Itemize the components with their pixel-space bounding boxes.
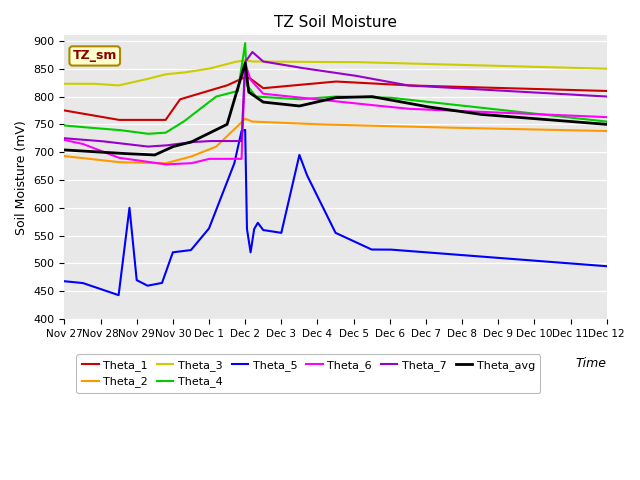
Theta_2 — [603, 128, 611, 134]
Line: Theta_5: Theta_5 — [65, 130, 607, 295]
Line: Theta_avg: Theta_avg — [65, 63, 607, 155]
Line: Theta_4: Theta_4 — [65, 43, 607, 134]
Theta_2 — [241, 116, 249, 121]
Theta_2 — [61, 153, 68, 159]
Line: Theta_1: Theta_1 — [65, 77, 607, 120]
Theta_7 — [359, 74, 367, 80]
Theta_avg — [61, 147, 68, 153]
Theta_3 — [359, 60, 367, 65]
Theta_6 — [491, 109, 499, 115]
Theta_2 — [420, 124, 428, 130]
Theta_5 — [61, 278, 68, 284]
Theta_avg — [151, 152, 159, 158]
Line: Theta_3: Theta_3 — [65, 60, 607, 85]
Theta_avg — [424, 104, 431, 109]
Theta_avg — [241, 60, 249, 66]
Theta_5 — [212, 208, 220, 214]
Theta_1 — [115, 117, 122, 123]
Theta_7 — [61, 135, 68, 141]
Theta_5 — [603, 264, 611, 269]
Theta_3 — [61, 81, 68, 86]
Theta_2 — [317, 121, 325, 127]
Theta_3 — [296, 59, 303, 65]
Theta_3 — [508, 63, 515, 69]
Theta_6 — [595, 114, 602, 120]
Theta_1 — [420, 83, 428, 89]
Theta_4 — [61, 122, 68, 128]
Theta_3 — [595, 66, 602, 72]
Theta_3 — [241, 58, 249, 63]
Theta_3 — [115, 83, 122, 88]
Theta_2 — [87, 156, 95, 162]
Theta_avg — [464, 110, 472, 116]
Title: TZ Soil Moisture: TZ Soil Moisture — [274, 15, 397, 30]
Text: TZ_sm: TZ_sm — [72, 49, 117, 62]
Theta_3 — [603, 66, 611, 72]
Theta_3 — [328, 59, 335, 65]
Theta_7 — [491, 87, 499, 93]
Theta_2 — [162, 160, 170, 166]
Theta_4 — [430, 100, 438, 106]
Theta_avg — [536, 116, 543, 122]
Theta_avg — [168, 144, 175, 150]
Theta_4 — [324, 94, 332, 100]
Theta_5 — [241, 127, 249, 133]
Text: Time: Time — [576, 358, 607, 371]
Theta_7 — [144, 144, 152, 149]
Theta_4 — [200, 104, 207, 109]
Theta_7 — [296, 65, 304, 71]
Theta_6 — [241, 60, 249, 66]
Theta_6 — [359, 101, 367, 107]
Theta_4 — [241, 40, 249, 46]
Theta_1 — [87, 112, 95, 118]
Theta_5 — [239, 128, 246, 133]
Theta_1 — [603, 88, 611, 94]
Theta_5 — [538, 258, 545, 264]
Theta_4 — [603, 119, 611, 124]
Theta_6 — [61, 137, 68, 143]
Theta_5 — [106, 289, 114, 295]
Theta_6 — [162, 162, 170, 168]
Line: Theta_6: Theta_6 — [65, 63, 607, 165]
Y-axis label: Soil Moisture (mV): Soil Moisture (mV) — [15, 120, 28, 235]
Theta_1 — [419, 83, 427, 89]
Theta_1 — [123, 117, 131, 123]
Theta_1 — [508, 85, 515, 91]
Theta_avg — [603, 121, 611, 127]
Theta_5 — [115, 292, 122, 298]
Theta_3 — [490, 63, 498, 69]
Theta_1 — [61, 108, 68, 113]
Theta_7 — [328, 70, 336, 75]
Legend: Theta_1, Theta_2, Theta_3, Theta_4, Theta_5, Theta_6, Theta_7, Theta_avg: Theta_1, Theta_2, Theta_3, Theta_4, Thet… — [76, 354, 540, 393]
Theta_avg — [90, 149, 97, 155]
Theta_7 — [595, 93, 602, 99]
Theta_1 — [241, 74, 249, 80]
Theta_4 — [144, 131, 152, 137]
Theta_4 — [557, 114, 565, 120]
Line: Theta_2: Theta_2 — [65, 119, 607, 163]
Line: Theta_7: Theta_7 — [65, 52, 607, 146]
Theta_6 — [508, 110, 515, 116]
Theta_7 — [248, 49, 256, 55]
Theta_7 — [603, 94, 611, 99]
Theta_avg — [352, 94, 360, 100]
Theta_2 — [508, 126, 515, 132]
Theta_6 — [296, 95, 304, 100]
Theta_4 — [335, 94, 343, 99]
Theta_7 — [508, 88, 515, 94]
Theta_6 — [328, 98, 336, 104]
Theta_2 — [419, 124, 427, 130]
Theta_1 — [318, 80, 326, 85]
Theta_6 — [603, 114, 611, 120]
Theta_5 — [460, 252, 468, 258]
Theta_4 — [532, 111, 540, 117]
Theta_5 — [541, 259, 549, 264]
Theta_2 — [122, 159, 130, 165]
